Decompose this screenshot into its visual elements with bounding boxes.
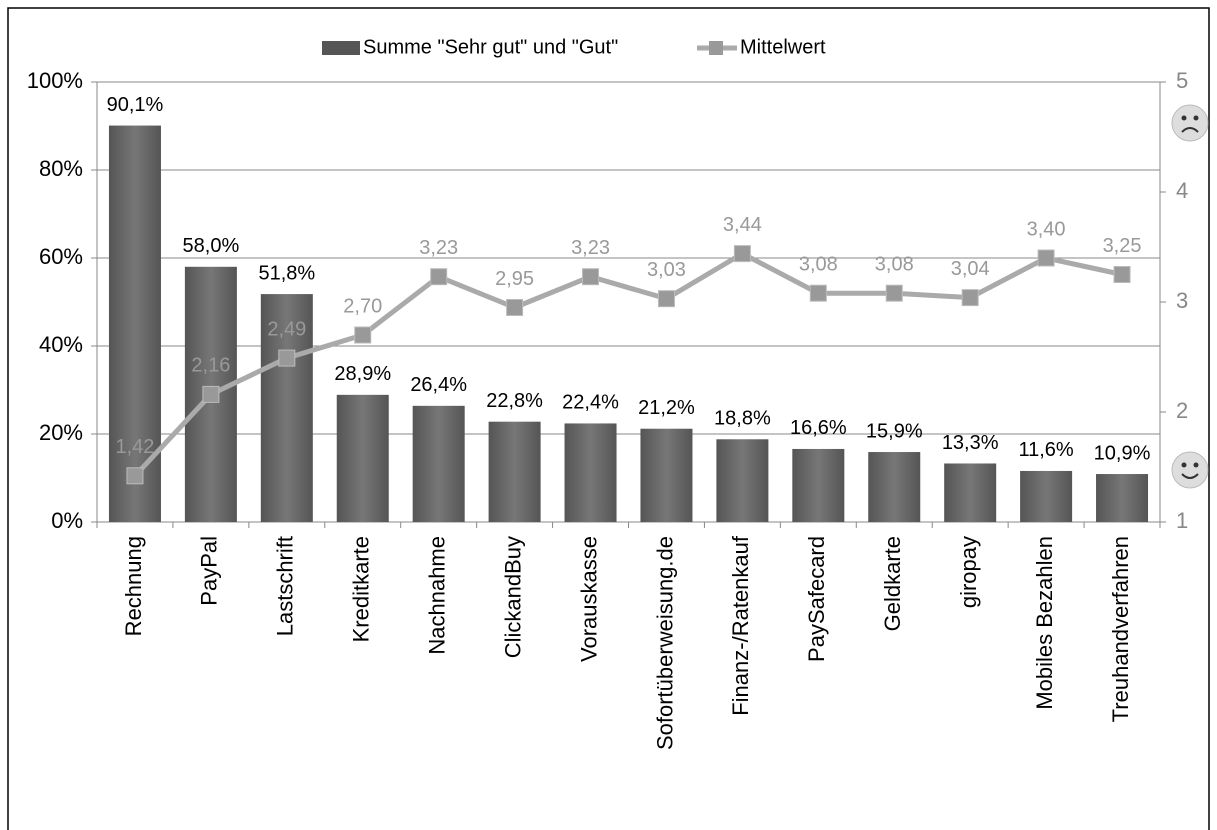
bar-value-label: 51,8% xyxy=(258,262,315,284)
bar-value-label: 16,6% xyxy=(790,417,847,439)
y-tick-label: 80% xyxy=(39,156,83,181)
y2-tick-label: 2 xyxy=(1176,398,1188,423)
line-marker xyxy=(885,284,903,302)
x-tick-label: Finanz-/Ratenkauf xyxy=(728,535,753,716)
bar xyxy=(488,421,541,522)
bar-value-label: 90,1% xyxy=(107,94,164,116)
y-tick-label: 40% xyxy=(39,332,83,357)
line-marker xyxy=(354,326,372,344)
bar xyxy=(564,423,617,522)
line-value-label: 3,03 xyxy=(647,259,686,281)
line-value-label: 3,44 xyxy=(723,214,762,236)
line-value-label: 2,16 xyxy=(191,355,230,377)
line-value-label: 3,08 xyxy=(799,253,838,275)
y2-tick-label: 4 xyxy=(1176,178,1188,203)
bar-value-label: 18,8% xyxy=(714,408,771,430)
x-tick-label: Treuhandverfahren xyxy=(1108,536,1133,722)
line-marker xyxy=(506,299,524,316)
sad-face xyxy=(1171,104,1209,142)
legend-label: Mittelwert xyxy=(740,36,826,58)
happy-face xyxy=(1171,451,1209,489)
bar xyxy=(1020,470,1073,522)
line-value-label: 2,70 xyxy=(343,295,382,317)
legend-label: Summe "Sehr gut" und "Gut" xyxy=(363,36,618,58)
bar-value-label: 15,9% xyxy=(866,420,923,442)
legend-swatch xyxy=(709,41,723,55)
x-tick-label: ClickandBuy xyxy=(500,536,525,658)
bar-value-label: 11,6% xyxy=(1018,439,1073,461)
y-tick-label: 0% xyxy=(51,508,83,533)
y-tick-label: 60% xyxy=(39,244,83,269)
y2-tick-label: 1 xyxy=(1176,508,1188,533)
bar xyxy=(868,452,921,522)
line-value-label: 2,95 xyxy=(495,268,534,290)
bar xyxy=(944,463,997,522)
line-marker xyxy=(657,290,675,308)
bar xyxy=(260,294,313,522)
chart-frame xyxy=(7,7,1210,830)
line-value-label: 3,08 xyxy=(875,253,914,275)
bar xyxy=(412,405,465,522)
bar xyxy=(1096,474,1149,522)
y2-tick-label: 5 xyxy=(1176,68,1188,93)
y-tick-label: 100% xyxy=(27,68,83,93)
line-value-label: 3,25 xyxy=(1103,235,1142,257)
bar-value-label: 21,2% xyxy=(638,397,695,419)
bar xyxy=(336,394,389,522)
line-value-label: 2,49 xyxy=(267,318,306,340)
bar-value-label: 10,9% xyxy=(1094,442,1151,464)
bar-value-label: 22,8% xyxy=(486,390,543,412)
bar xyxy=(108,125,161,522)
x-tick-label: Lastschrift xyxy=(273,536,298,636)
line xyxy=(133,250,1123,478)
bar xyxy=(640,428,693,522)
x-tick-label: Kreditkarte xyxy=(349,536,374,642)
line-marker xyxy=(733,245,751,263)
line-value-label: 3,23 xyxy=(419,237,458,259)
line-marker xyxy=(961,289,979,307)
x-tick-label: Vorauskasse xyxy=(576,536,601,662)
y2-tick-label: 3 xyxy=(1176,288,1188,313)
x-tick-label: Geldkarte xyxy=(880,536,905,631)
line-marker xyxy=(1113,266,1131,283)
line-value-label: 1,42 xyxy=(115,436,154,458)
line-marker xyxy=(430,268,448,286)
x-tick-label: giropay xyxy=(956,536,981,608)
line-value-label: 3,23 xyxy=(571,237,610,259)
line-value-label: 3,40 xyxy=(1027,218,1066,240)
x-tick-label: Sofortüberweisung.de xyxy=(652,536,677,750)
bar xyxy=(792,448,845,522)
legend-swatch xyxy=(322,41,360,55)
x-tick-label: Nachnahme xyxy=(424,536,449,655)
x-tick-label: PayPal xyxy=(197,536,222,606)
line-marker xyxy=(126,467,144,485)
line-marker xyxy=(278,349,296,367)
x-tick-label: Mobiles Bezahlen xyxy=(1032,536,1057,710)
line-marker xyxy=(582,268,600,286)
line-marker xyxy=(809,284,827,302)
y-tick-label: 20% xyxy=(39,420,83,445)
bar-value-label: 26,4% xyxy=(410,374,467,396)
bar-value-label: 13,3% xyxy=(942,432,999,454)
bar-value-label: 58,0% xyxy=(183,235,240,257)
bar xyxy=(716,439,769,522)
x-tick-label: Rechnung xyxy=(121,536,146,636)
line-value-label: 3,04 xyxy=(951,258,990,280)
line-marker xyxy=(1037,249,1055,267)
bar-value-label: 28,9% xyxy=(334,363,391,385)
x-tick-label: PaySafecard xyxy=(804,536,829,662)
line-marker xyxy=(202,385,220,403)
bar-value-label: 22,4% xyxy=(562,392,619,414)
